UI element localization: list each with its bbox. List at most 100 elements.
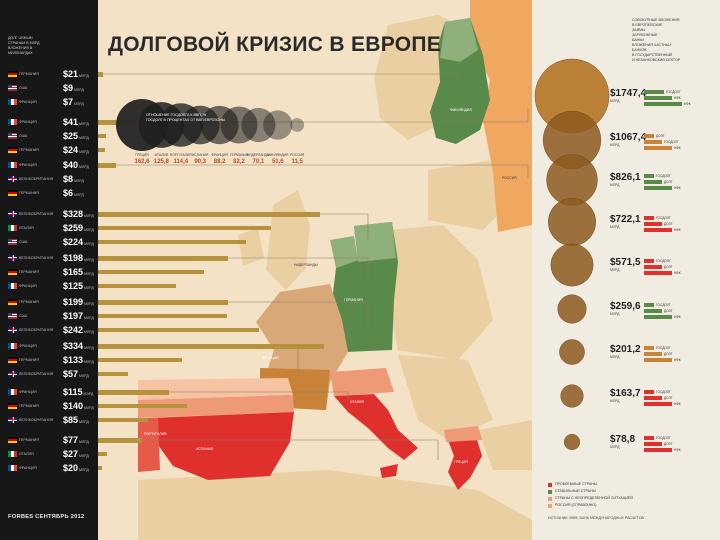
sector-bar-label: ГОСДОЛГ [664, 140, 679, 144]
flag-stripe [14, 343, 17, 349]
creditor-total-unit: МЛРД [610, 399, 620, 403]
country-italy-sicily [380, 464, 398, 478]
flag-stripe [8, 356, 17, 359]
creditor-unit: МЛРД [84, 329, 94, 334]
europe-map [98, 0, 532, 540]
sector-bar [644, 271, 672, 275]
creditor-amount: $6МЛРД [63, 187, 84, 198]
creditor-amount: $125МЛРД [63, 280, 94, 291]
sector-bar-label: ДОЛГ [664, 442, 673, 446]
country-portugal [138, 418, 160, 472]
creditor-amount: $85МЛРД [63, 414, 89, 425]
creditor-country: ФРАНЦИЯ [19, 465, 37, 470]
creditor-row: США $9МЛРД [8, 82, 96, 93]
sector-bar-label: ГОСДОЛГ [656, 390, 671, 394]
debt-bubble [290, 118, 305, 132]
creditor-unit: МЛРД [79, 419, 89, 424]
creditor-country: ГЕРМАНИЯ [19, 438, 39, 442]
legend-swatch [548, 482, 552, 487]
flag-stripe [8, 315, 17, 317]
creditor-bar [98, 133, 106, 139]
flag-stripe [8, 270, 17, 273]
flag-stripe [8, 224, 11, 231]
flag-stripe [8, 193, 17, 196]
creditor-amount: $77МЛРД [63, 435, 89, 445]
creditor-row: ГЕРМАНИЯ $77МЛРД [8, 435, 96, 445]
legend-label: РОССИЯ (СПРАВОЧНО) [555, 503, 597, 507]
sector-bar-label: ГОСДОЛГ [656, 346, 671, 350]
creditor-bar [98, 300, 229, 305]
creditor-row: ВЕЛИКОБРИТАНИЯ $85МЛРД [8, 414, 96, 425]
creditor-unit: МЛРД [83, 392, 94, 396]
flag-stripe [8, 241, 17, 243]
creditor-amount: $224МЛРД [63, 236, 94, 247]
bubble-value-label: 82,2 [233, 159, 245, 165]
creditor-amount: $328МЛРД [63, 209, 94, 219]
creditor-amount: $9МЛРД [63, 82, 84, 93]
creditor-total-unit: МЛРД [610, 312, 620, 316]
creditor-amount: $41МЛРД [63, 117, 89, 127]
flag-stripe [8, 150, 17, 153]
creditor-amount: $40МЛРД [63, 160, 89, 170]
flag-france-icon [8, 464, 17, 471]
map-label-spain: ИСПАНИЯ [196, 447, 213, 451]
creditor-unit: МЛРД [84, 359, 94, 364]
flag-stripe [8, 406, 17, 409]
flag-stripe [8, 441, 17, 443]
creditor-unit: МЛРД [79, 149, 89, 154]
creditor-row: ФРАНЦИЯ $115МЛРД [8, 387, 96, 397]
sidebar-note-line: СТРАНАМ В МЛРД [8, 41, 40, 45]
creditor-unit: МЛРД [84, 285, 94, 290]
sector-bar [644, 402, 672, 406]
bubble-country-label: ИСПАНИЯ [191, 153, 209, 157]
flag-stripe [8, 133, 17, 135]
sector-bar-label: ГОСДОЛГ [656, 259, 671, 263]
flag-stripe [11, 343, 14, 349]
flag-stripe [8, 299, 17, 301]
creditor-amount: $20МЛРД [63, 462, 89, 473]
flag-france-icon [8, 98, 17, 105]
creditor-circle [557, 294, 587, 324]
creditor-total-unit: МЛРД [610, 445, 620, 449]
flag-stripe [11, 464, 14, 471]
creditor-circle [546, 154, 598, 206]
creditor-country: ИТАЛИЯ [19, 225, 34, 230]
source-note: ИСТОЧНИК: МВФ, БАНК МЕЖДУНАРОДНЫХ РАСЧЕТ… [548, 516, 644, 520]
flag-germany-icon [8, 437, 17, 443]
flag-stripe [8, 301, 17, 303]
creditor-country: ФРАНЦИЯ [19, 283, 37, 288]
creditor-note-line: СОВОКУПНЫЕ ВЛОЖЕНИЯ [632, 18, 680, 22]
flag-stripe [8, 84, 12, 88]
flag-stripe [12, 255, 13, 261]
creditor-amount: $259МЛРД [63, 222, 94, 233]
flag-stripe [11, 389, 14, 395]
leader-line [98, 391, 349, 400]
creditor-unit: МЛРД [79, 467, 89, 472]
creditor-circle [559, 339, 585, 365]
sidebar-note-line: ДОЛГ ЧУЖЫМ [8, 36, 33, 40]
flag-stripe [8, 98, 11, 105]
map-label-portugal: ПОРТУГАЛИЯ [144, 432, 167, 436]
flag-stripe [12, 416, 13, 423]
flag-stripe [14, 162, 17, 168]
sector-bar [644, 186, 672, 190]
creditor-total: $78,8 [610, 434, 636, 445]
creditor-row: ИТАЛИЯ $27МЛРД [8, 449, 96, 459]
sector-bar [644, 96, 672, 100]
flag-stripe [14, 282, 17, 289]
creditor-unit: МЛРД [84, 405, 94, 410]
bubble-value-label: 70,1 [252, 159, 265, 165]
country-spain-band-1 [138, 378, 293, 400]
flag-stripe [14, 98, 17, 105]
creditor-amount: $8МЛРД [63, 173, 84, 184]
sidebar-note-line: ВЛОЖЕНИЯ В [8, 46, 33, 50]
flag-stripe [14, 224, 17, 231]
creditor-unit: МЛРД [74, 178, 84, 183]
creditor-country: ФРАНЦИЯ [19, 99, 37, 104]
flag-france-icon [8, 343, 17, 349]
creditor-row: ФРАНЦИЯ $125МЛРД [8, 280, 96, 291]
creditor-total-unit: МЛРД [610, 183, 620, 187]
sector-bar [644, 134, 654, 138]
flag-stripe [11, 98, 14, 105]
